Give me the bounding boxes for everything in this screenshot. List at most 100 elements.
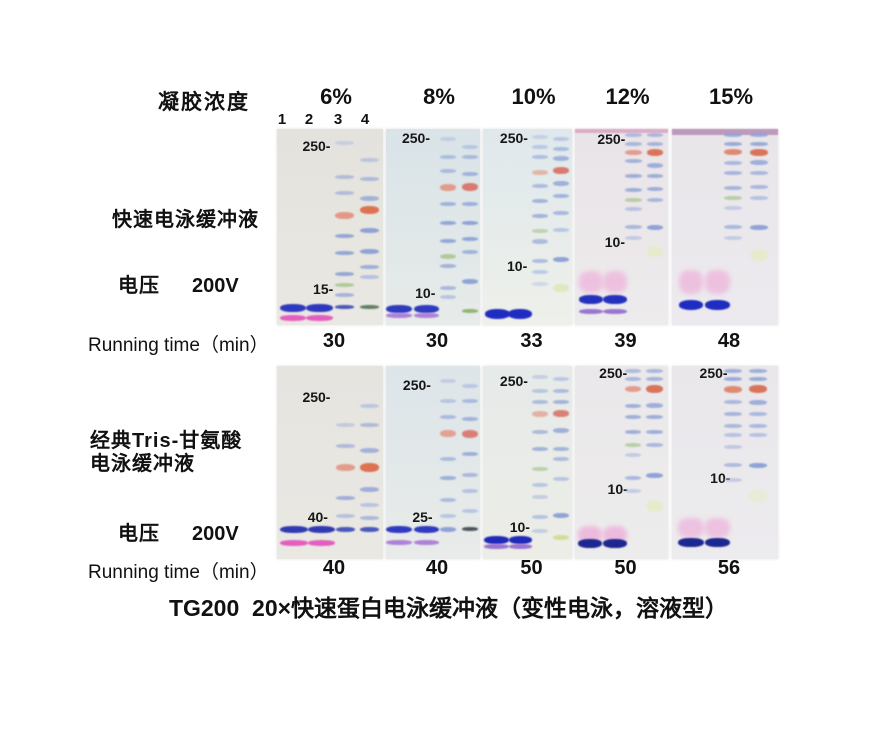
- mw-marker-label: 250-: [401, 129, 430, 146]
- protein-band: [532, 281, 549, 286]
- protein-band: [624, 415, 642, 420]
- protein-band: [552, 446, 569, 451]
- protein-band: [439, 414, 456, 419]
- protein-band: [552, 388, 569, 393]
- protein-band: [646, 415, 663, 420]
- protein-band: [678, 269, 704, 294]
- protein-band: [413, 305, 440, 314]
- protein-band: [646, 224, 664, 230]
- lane-number: 4: [360, 111, 370, 128]
- protein-band: [704, 517, 731, 538]
- protein-band: [625, 149, 642, 155]
- mw-marker-label: 10-: [507, 258, 528, 275]
- protein-band: [578, 295, 603, 305]
- protein-band: [646, 385, 663, 394]
- protein-band: [646, 163, 664, 169]
- mw-marker-label: 10-: [607, 480, 628, 497]
- protein-band: [532, 135, 549, 140]
- protein-band: [646, 174, 664, 179]
- protein-band: [552, 410, 569, 418]
- mw-marker-label: 250-: [302, 137, 331, 154]
- concentration-header: 12%: [605, 84, 650, 109]
- protein-band: [484, 309, 510, 320]
- protein-band: [723, 412, 742, 417]
- protein-band: [552, 476, 569, 481]
- protein-band: [508, 308, 533, 319]
- protein-band: [577, 539, 602, 549]
- protein-band: [724, 160, 743, 165]
- gel-photo-15pct-classic: 250- 10-: [672, 366, 778, 559]
- protein-band: [461, 250, 478, 255]
- protein-band: [439, 294, 456, 299]
- protein-band: [335, 526, 355, 532]
- protein-band: [552, 227, 569, 232]
- mw-marker-label: 15-: [313, 280, 334, 297]
- protein-band: [552, 210, 569, 215]
- protein-band: [749, 368, 768, 373]
- protein-band: [705, 300, 730, 311]
- protein-band: [532, 183, 549, 188]
- voltage-label-bottom: 电压 200V: [118, 517, 239, 546]
- protein-band: [335, 464, 355, 472]
- protein-band: [625, 133, 642, 138]
- protein-band: [532, 446, 549, 451]
- running-time-value: 50: [520, 557, 543, 579]
- protein-band: [439, 379, 456, 384]
- protein-band: [360, 249, 380, 254]
- gel-photo-10pct-classic: 250- 10-: [483, 366, 572, 559]
- protein-band: [334, 251, 354, 256]
- protein-band: [532, 199, 549, 204]
- protein-band: [724, 196, 743, 201]
- protein-band: [360, 403, 380, 408]
- mw-marker-label: 10-: [604, 233, 625, 250]
- lane-number: 3: [333, 111, 343, 128]
- protein-band: [461, 278, 478, 284]
- protein-band: [724, 133, 743, 138]
- protein-band: [508, 535, 532, 544]
- classic-buffer-line2: 电泳缓冲液: [90, 453, 195, 475]
- protein-band: [532, 228, 549, 233]
- protein-band: [279, 303, 307, 312]
- protein-band: [360, 157, 380, 162]
- protein-band: [749, 141, 768, 146]
- protein-band: [532, 259, 549, 264]
- protein-band: [439, 136, 456, 141]
- protein-band: [483, 544, 509, 550]
- running-time-value: 56: [717, 557, 741, 579]
- protein-band: [646, 500, 663, 513]
- protein-band: [552, 428, 569, 434]
- mw-marker-label: 250-: [302, 389, 331, 406]
- protein-band: [704, 537, 731, 547]
- running-time-value: 40: [322, 557, 346, 579]
- protein-band: [461, 429, 478, 438]
- protein-band: [508, 544, 532, 550]
- protein-band: [413, 525, 440, 533]
- protein-band: [749, 376, 768, 381]
- protein-band: [646, 187, 664, 192]
- protein-band: [334, 175, 354, 180]
- protein-band: [439, 399, 456, 404]
- protein-band: [439, 220, 456, 225]
- protein-band: [723, 400, 742, 405]
- protein-band: [360, 448, 380, 454]
- protein-band: [532, 238, 549, 244]
- protein-band: [749, 224, 768, 230]
- protein-band: [461, 489, 478, 494]
- protein-band: [386, 540, 412, 546]
- protein-band: [646, 403, 663, 409]
- gel-photo-8pct-classic: 250- 25-: [386, 366, 480, 559]
- protein-band: [749, 490, 768, 503]
- protein-band: [723, 368, 742, 373]
- protein-band: [360, 423, 380, 428]
- classic-buffer-line1: 经典Tris-甘氨酸: [90, 430, 243, 452]
- protein-band: [360, 502, 380, 507]
- mw-marker-label: 25-: [412, 508, 433, 525]
- protein-band: [334, 140, 354, 145]
- protein-band: [360, 487, 380, 493]
- protein-band: [625, 236, 642, 241]
- running-time-value: 30: [322, 330, 346, 352]
- protein-band: [552, 181, 569, 187]
- protein-band: [625, 188, 642, 193]
- protein-band: [602, 295, 628, 305]
- protein-band: [724, 149, 743, 156]
